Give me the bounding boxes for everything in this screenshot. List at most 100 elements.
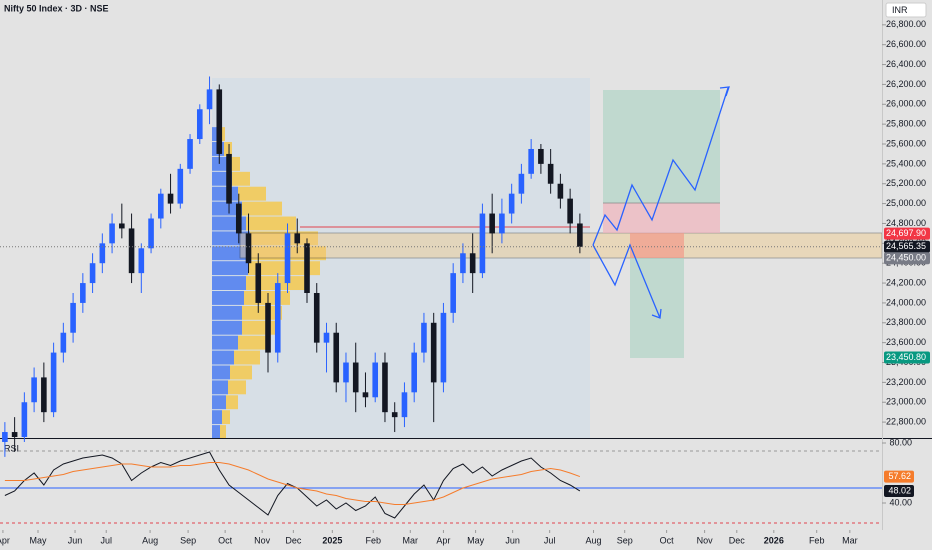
y-tick-label: 40.00 (889, 497, 912, 507)
candle-body (99, 243, 106, 264)
y-tick-label: 25,000.00 (886, 198, 926, 208)
x-tick-label: Feb (366, 535, 382, 545)
currency-box[interactable] (885, 2, 927, 18)
profile-down (226, 395, 238, 410)
x-tick-label: May (30, 535, 48, 545)
candle-body (323, 332, 330, 343)
candle-body (362, 392, 369, 398)
candle-body (255, 263, 262, 303)
profile-up (212, 395, 226, 410)
x-tick-label: Mar (403, 535, 419, 545)
candle-body (187, 139, 193, 169)
candle-body (538, 148, 544, 164)
x-tick-label: Feb (809, 535, 825, 545)
rsi-label-box (884, 470, 914, 483)
candle-body (499, 213, 505, 234)
x-tick-label: Aug (586, 535, 602, 545)
candle-body (440, 312, 447, 383)
candle-body (196, 109, 203, 140)
profile-up (212, 246, 248, 261)
y-tick-label: 80.00 (889, 437, 912, 447)
x-tick-label: Jul (544, 535, 556, 545)
profile-down (220, 127, 225, 142)
profile-down (234, 350, 260, 365)
projection-path (592, 87, 729, 246)
chart-title: Nifty 50 Index · 3D · NSE (4, 3, 109, 13)
candle-body (421, 322, 427, 353)
y-tick-label: 25,200.00 (886, 178, 926, 188)
volume-profile (212, 127, 326, 439)
candle-body (333, 332, 340, 383)
candle-body (31, 377, 37, 403)
profile-up (212, 276, 246, 291)
y-tick-label: 24,800.00 (886, 218, 926, 228)
candle-body (206, 89, 213, 110)
candle-body (119, 223, 125, 229)
profile-up (212, 186, 238, 201)
profile-up (212, 261, 248, 276)
arrow-head (651, 308, 662, 319)
candle-body (372, 362, 379, 398)
pane-title: RSI (4, 443, 19, 453)
y-tick-label: 25,800.00 (886, 119, 926, 129)
candle-body (567, 198, 573, 224)
y-tick-label: 25,600.00 (886, 138, 926, 148)
price-label: 24,450.00 (886, 253, 926, 263)
profile-up (212, 320, 242, 335)
candle-body (528, 148, 534, 174)
y-tick-label: 23,600.00 (886, 337, 926, 347)
profile-up (212, 410, 222, 425)
candle-body (518, 173, 525, 194)
candle-body (401, 392, 408, 418)
candle-body (148, 218, 154, 249)
profile-down (220, 425, 226, 439)
price-label: 24,697.90 (886, 228, 926, 238)
x-tick-label: May (467, 535, 485, 545)
arrow-head (719, 86, 730, 97)
candle-body (167, 193, 174, 204)
candle-body (460, 253, 466, 274)
candle-body (489, 213, 495, 234)
candle-body (382, 362, 388, 413)
rsi-line (4, 462, 581, 505)
profile-down (242, 320, 276, 335)
profile-up (212, 425, 220, 439)
profile-down (228, 380, 246, 395)
x-tick-label: Jun (505, 535, 520, 545)
candle-body (2, 432, 8, 442)
x-tick-label: Jul (100, 535, 112, 545)
profile-down (232, 171, 250, 186)
candle-body (430, 322, 437, 383)
x-tick-label: Sep (180, 535, 196, 545)
candle-body (158, 193, 164, 219)
profile-down (222, 410, 230, 425)
candle-body (294, 233, 301, 244)
x-tick-label: Aug (142, 535, 158, 545)
candle-body (11, 432, 18, 438)
profile-up (212, 291, 244, 305)
x-tick-label: Nov (697, 535, 714, 545)
candle-body (41, 377, 47, 413)
support-zone (239, 232, 883, 259)
y-tick-label: 23,000.00 (886, 397, 926, 407)
candle-body (70, 302, 76, 333)
candle-body (128, 228, 135, 274)
y-tick-label: 26,600.00 (886, 39, 926, 49)
y-tick-label: 26,000.00 (886, 99, 926, 109)
candle-body (80, 283, 86, 303)
x-tick-label: Dec (285, 535, 302, 545)
y-tick-label: 22,800.00 (886, 416, 926, 426)
x-tick-label: Oct (660, 535, 675, 545)
profile-up (212, 335, 238, 350)
profile-down (242, 201, 282, 216)
y-tick-label: 26,800.00 (886, 19, 926, 29)
candle-body (284, 233, 291, 284)
price-label-box (884, 252, 930, 265)
candle-body (274, 283, 281, 353)
rsi-label-box (884, 484, 914, 497)
x-tick-label: Nov (254, 535, 271, 545)
candle-body (226, 153, 232, 204)
candle-body (304, 243, 310, 293)
profile-down (238, 335, 268, 350)
